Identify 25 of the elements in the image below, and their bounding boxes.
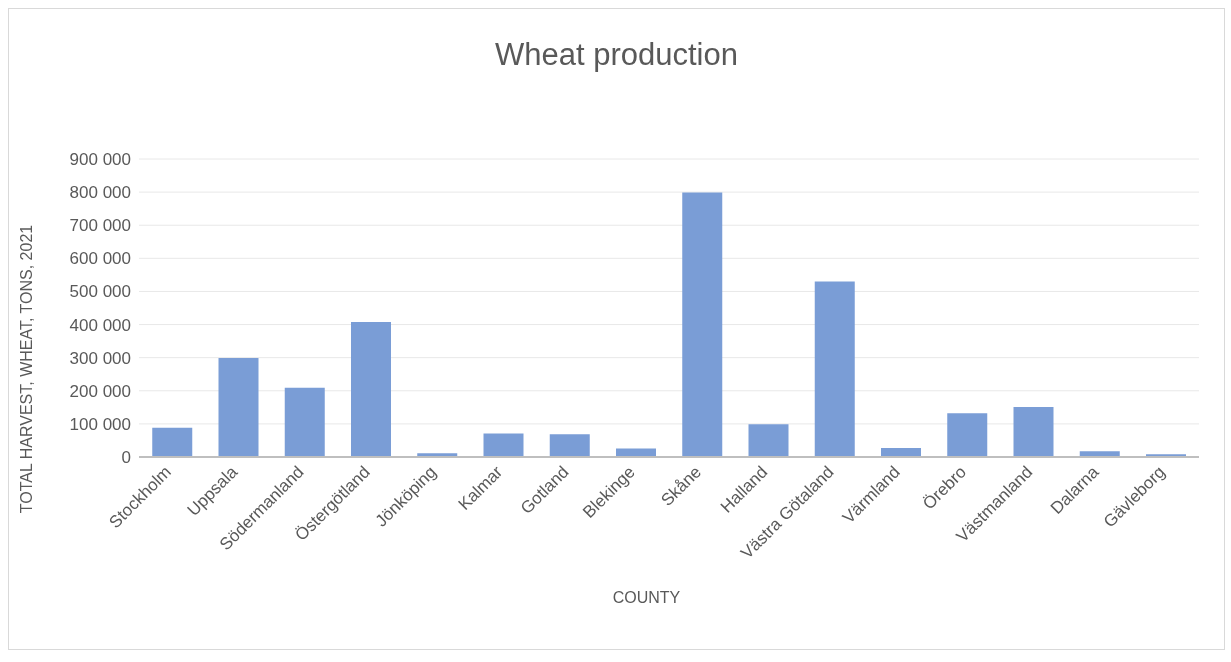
y-axis-title: TOTAL HARVEST, WHEAT, TONS, 2021 [18, 224, 36, 514]
bar [483, 433, 524, 457]
bar [616, 448, 656, 457]
y-tick-label: 200 000 [69, 381, 131, 401]
bar [748, 424, 789, 457]
bar [218, 358, 259, 457]
bar [351, 321, 391, 457]
y-tick-label: 700 000 [69, 216, 131, 236]
y-tick-label: 400 000 [69, 315, 131, 335]
y-tick-label: 0 [121, 448, 131, 468]
bar [1013, 407, 1054, 457]
x-axis-title: COUNTY [611, 589, 682, 607]
y-tick-label: 500 000 [69, 282, 131, 302]
y-tick-label: 600 000 [69, 249, 131, 269]
chart-title: Wheat production [494, 37, 739, 73]
bar [152, 427, 193, 457]
y-tick-label: 900 000 [69, 150, 131, 170]
y-tick-label: 300 000 [69, 348, 131, 368]
bar [284, 387, 325, 457]
y-tick-label: 800 000 [69, 183, 131, 203]
y-tick-label: 100 000 [69, 414, 131, 434]
bar [549, 434, 590, 457]
bar [814, 281, 855, 457]
bar [682, 192, 723, 457]
bar [947, 413, 988, 457]
